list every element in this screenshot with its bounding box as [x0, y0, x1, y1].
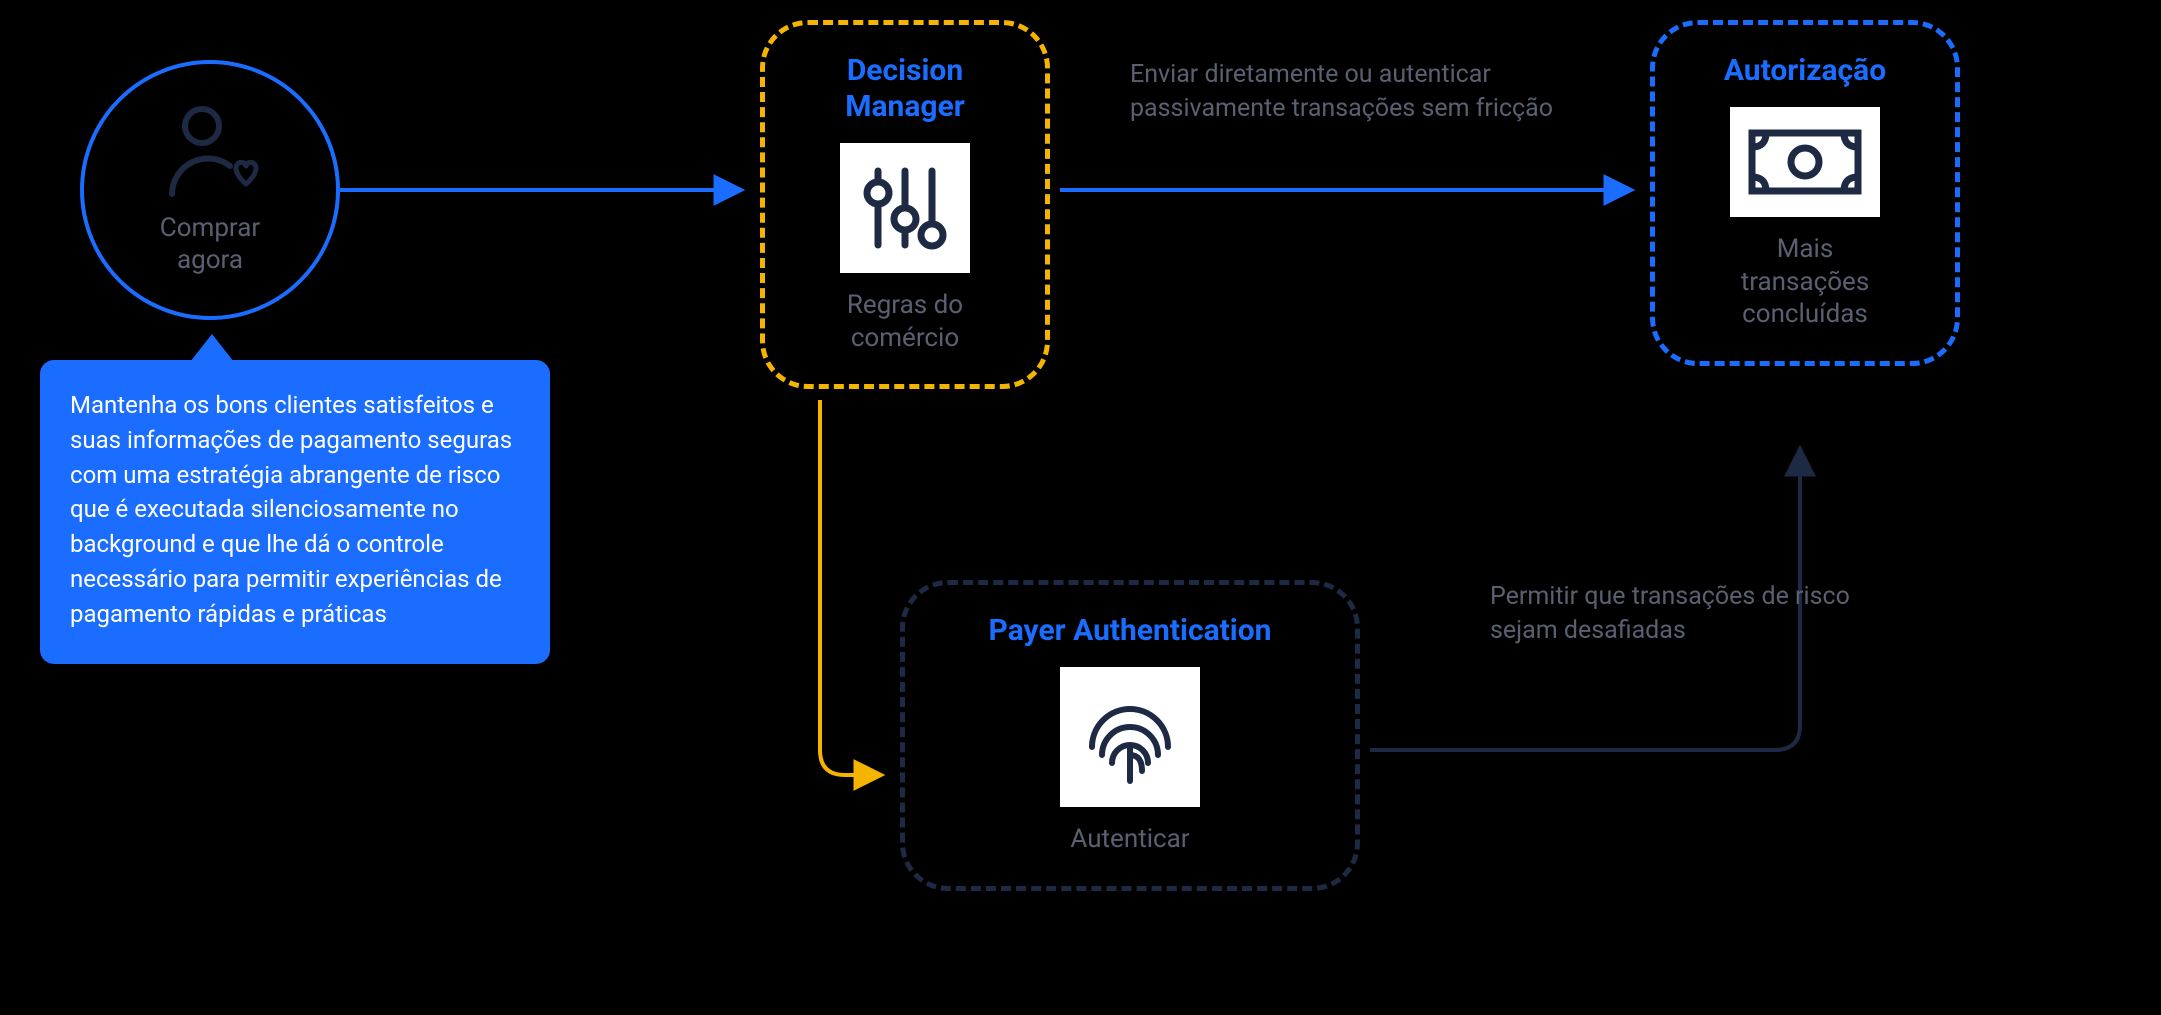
node-authorization-subtitle: Maistransaçõesconcluídas	[1741, 233, 1870, 331]
node-authorization: Autorização Maistransaçõesconcluídas	[1650, 20, 1960, 366]
person-heart-icon	[160, 104, 260, 204]
banknote-icon	[1730, 107, 1880, 217]
edge-dm-to-payer	[820, 400, 880, 775]
node-payer-authentication-subtitle: Autenticar	[1070, 823, 1189, 856]
node-buy-now: Compraragora	[80, 60, 340, 320]
node-decision-manager-subtitle: Regras docomércio	[847, 289, 963, 354]
node-authorization-title: Autorização	[1724, 53, 1886, 89]
diagram-canvas: Compraragora Mantenha os bons clientes s…	[0, 0, 2161, 1015]
sliders-icon	[840, 143, 970, 273]
node-payer-authentication-title: Payer Authentication	[989, 613, 1272, 649]
fingerprint-icon	[1060, 667, 1200, 807]
tooltip-buy-now: Mantenha os bons clientes satis­feitos e…	[40, 360, 550, 664]
node-buy-now-label: Compraragora	[160, 212, 260, 277]
tooltip-text: Mantenha os bons clientes satis­feitos e…	[70, 388, 520, 632]
edge-label-dm-to-auth: Enviar diretamente ou autenticar passiva…	[1130, 58, 1560, 126]
edge-label-payer-to-auth: Permitir que transações de risco sejam d…	[1490, 580, 1890, 648]
node-decision-manager: DecisionManager Regras docomércio	[760, 20, 1050, 389]
node-payer-authentication: Payer Authentication Autenticar	[900, 580, 1360, 891]
node-decision-manager-title: DecisionManager	[845, 53, 965, 125]
